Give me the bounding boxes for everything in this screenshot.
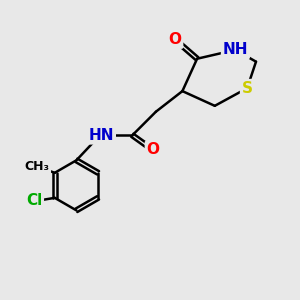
Text: O: O	[169, 32, 182, 47]
Text: HN: HN	[89, 128, 114, 143]
Text: CH₃: CH₃	[25, 160, 50, 173]
Text: NH: NH	[223, 42, 248, 57]
Text: O: O	[146, 142, 159, 158]
Text: S: S	[242, 81, 253, 96]
Text: Cl: Cl	[26, 193, 42, 208]
